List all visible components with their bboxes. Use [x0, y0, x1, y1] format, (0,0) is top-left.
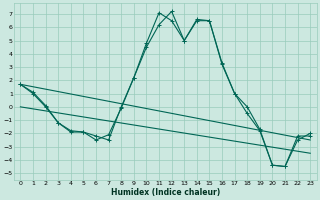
X-axis label: Humidex (Indice chaleur): Humidex (Indice chaleur)	[111, 188, 220, 197]
